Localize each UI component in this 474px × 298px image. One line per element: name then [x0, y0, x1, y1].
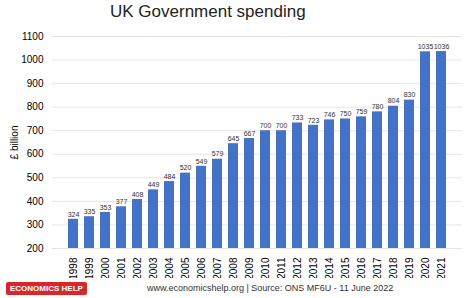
svg-text:733: 733	[292, 114, 304, 121]
svg-text:484: 484	[164, 173, 176, 180]
html-text:ECONOMICS HELP: ECONOMICS HELP	[10, 283, 83, 293]
svg-text:579: 579	[212, 150, 224, 157]
svg-text:1035: 1035	[418, 43, 434, 50]
svg-text:2016: 2016	[356, 257, 367, 278]
html-text:www.economicshelp.org | Source: www.economicshelp.org | Source: ONS MF6U…	[146, 283, 394, 293]
svg-text:500: 500	[27, 172, 44, 183]
svg-text:645: 645	[228, 135, 240, 142]
svg-text:408: 408	[132, 191, 144, 198]
svg-text:2004: 2004	[164, 257, 175, 278]
svg-text:2000: 2000	[100, 257, 111, 278]
svg-text:750: 750	[340, 110, 352, 117]
svg-text:2018: 2018	[388, 257, 399, 278]
svg-text:723: 723	[308, 117, 320, 124]
svg-text:900: 900	[27, 78, 44, 89]
svg-text:200: 200	[27, 243, 44, 254]
svg-text:2020: 2020	[420, 257, 431, 278]
svg-text:2019: 2019	[404, 257, 415, 278]
svg-text:1036: 1036	[434, 43, 450, 50]
svg-text:2008: 2008	[228, 257, 239, 278]
svg-text:2011: 2011	[276, 257, 287, 278]
svg-text:2021: 2021	[436, 257, 447, 278]
svg-text:1999: 1999	[84, 257, 95, 278]
svg-text:2002: 2002	[132, 257, 143, 278]
svg-text:2003: 2003	[148, 257, 159, 278]
svg-text:830: 830	[404, 91, 416, 98]
svg-text:746: 746	[324, 111, 336, 118]
svg-text:700: 700	[276, 122, 288, 129]
svg-text:2010: 2010	[260, 257, 271, 278]
svg-text:2017: 2017	[372, 257, 383, 278]
svg-text:353: 353	[100, 204, 112, 211]
svg-text:400: 400	[27, 196, 44, 207]
svg-text:£ billion: £ billion	[9, 126, 20, 160]
svg-text:377: 377	[116, 198, 128, 205]
svg-text:2013: 2013	[308, 257, 319, 278]
svg-text:1998: 1998	[68, 257, 79, 278]
svg-text:759: 759	[356, 108, 368, 115]
svg-text:335: 335	[84, 208, 96, 215]
svg-text:780: 780	[372, 103, 384, 110]
svg-text:700: 700	[27, 125, 44, 136]
svg-text:700: 700	[260, 122, 272, 129]
svg-text:2014: 2014	[324, 257, 335, 278]
svg-text:804: 804	[388, 97, 400, 104]
svg-text:1000: 1000	[21, 54, 44, 65]
svg-text:549: 549	[196, 158, 208, 165]
svg-text:1100: 1100	[22, 31, 44, 42]
html-text:UK Government spending: UK Government spending	[110, 2, 306, 21]
svg-text:800: 800	[27, 101, 44, 112]
svg-text:2007: 2007	[212, 257, 223, 278]
svg-text:2006: 2006	[196, 257, 207, 278]
svg-text:600: 600	[27, 148, 44, 159]
svg-text:2005: 2005	[180, 257, 191, 278]
svg-text:300: 300	[27, 219, 44, 230]
svg-text:2001: 2001	[116, 257, 127, 278]
svg-text:324: 324	[68, 211, 80, 218]
svg-text:520: 520	[180, 164, 192, 171]
svg-text:2012: 2012	[292, 257, 303, 278]
svg-text:667: 667	[244, 130, 256, 137]
svg-text:2009: 2009	[244, 257, 255, 278]
svg-text:2015: 2015	[340, 257, 351, 278]
svg-text:449: 449	[148, 181, 160, 188]
